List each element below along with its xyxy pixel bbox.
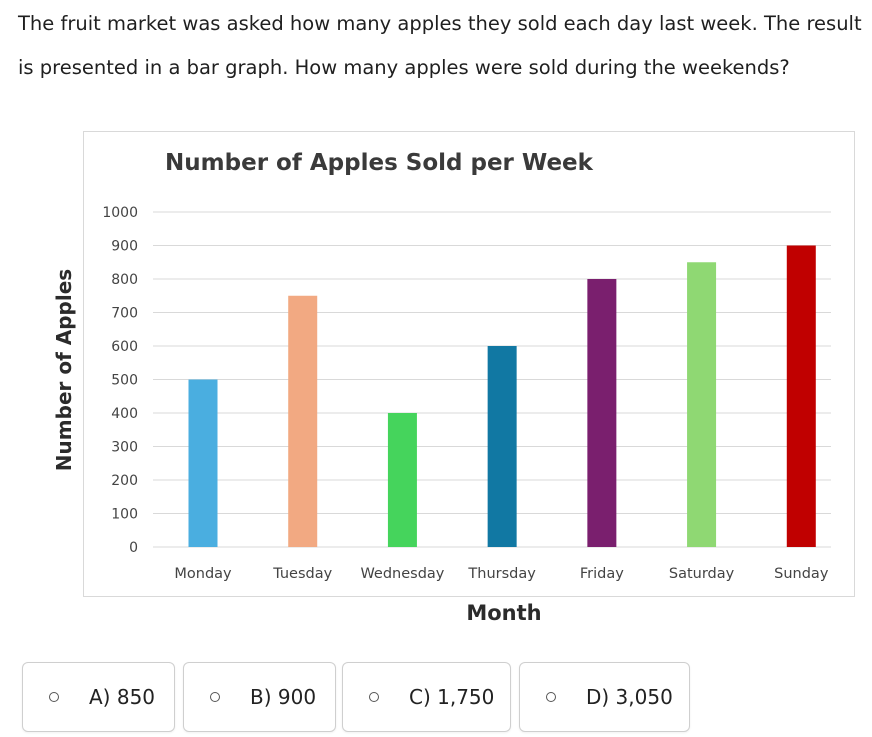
question-line-2: is presented in a bar graph. How many ap… xyxy=(18,56,790,79)
bar-friday xyxy=(587,279,617,547)
option-a-label: A) 850 xyxy=(89,685,156,709)
y-tick-label: 200 xyxy=(111,473,138,489)
option-c-label: C) 1,750 xyxy=(409,685,495,709)
y-tick-label: 900 xyxy=(111,239,138,255)
y-tick-label: 600 xyxy=(111,339,138,355)
bar-thursday xyxy=(487,346,517,547)
question-text: The fruit market was asked how many appl… xyxy=(18,2,864,90)
x-axis-label: Month xyxy=(466,601,542,625)
x-tick-label: Monday xyxy=(174,566,232,582)
x-tick-label: Wednesday xyxy=(360,566,444,582)
bar-monday xyxy=(188,379,218,547)
bar-tuesday xyxy=(288,295,318,547)
bars xyxy=(188,245,816,547)
option-b-label: B) 900 xyxy=(250,685,317,709)
y-tick-label: 0 xyxy=(129,540,138,556)
radio-icon[interactable] xyxy=(546,692,556,702)
radio-icon[interactable] xyxy=(49,692,59,702)
bar-wednesday xyxy=(387,413,417,547)
y-tick-label: 800 xyxy=(111,272,138,288)
x-tick-labels: Monday Tuesday Wednesday Thursday Friday Satu… xyxy=(174,566,828,582)
option-c[interactable]: C) 1,750 xyxy=(342,662,511,732)
x-tick-label: Saturday xyxy=(669,566,735,582)
radio-icon[interactable] xyxy=(210,692,220,702)
y-tick-label: 300 xyxy=(111,440,138,456)
option-d[interactable]: D) 3,050 xyxy=(519,662,690,732)
x-tick-label: Sunday xyxy=(774,566,829,582)
y-tick-label: 500 xyxy=(111,373,138,389)
radio-icon[interactable] xyxy=(369,692,379,702)
option-a[interactable]: A) 850 xyxy=(22,662,175,732)
y-tick-label: 100 xyxy=(111,507,138,523)
y-tick-label: 700 xyxy=(111,306,138,322)
option-d-label: D) 3,050 xyxy=(586,685,673,709)
bar-saturday xyxy=(687,262,717,547)
x-tick-label: Thursday xyxy=(467,566,536,582)
y-tick-label: 1000 xyxy=(102,205,138,221)
option-b[interactable]: B) 900 xyxy=(183,662,336,732)
x-tick-label: Tuesday xyxy=(272,566,332,582)
x-tick-label: Friday xyxy=(580,566,624,582)
chart-title: Number of Apples Sold per Week xyxy=(165,150,593,176)
bar-sunday xyxy=(786,245,816,547)
y-tick-label: 400 xyxy=(111,406,138,422)
question-line-1: The fruit market was asked how many appl… xyxy=(18,12,862,35)
